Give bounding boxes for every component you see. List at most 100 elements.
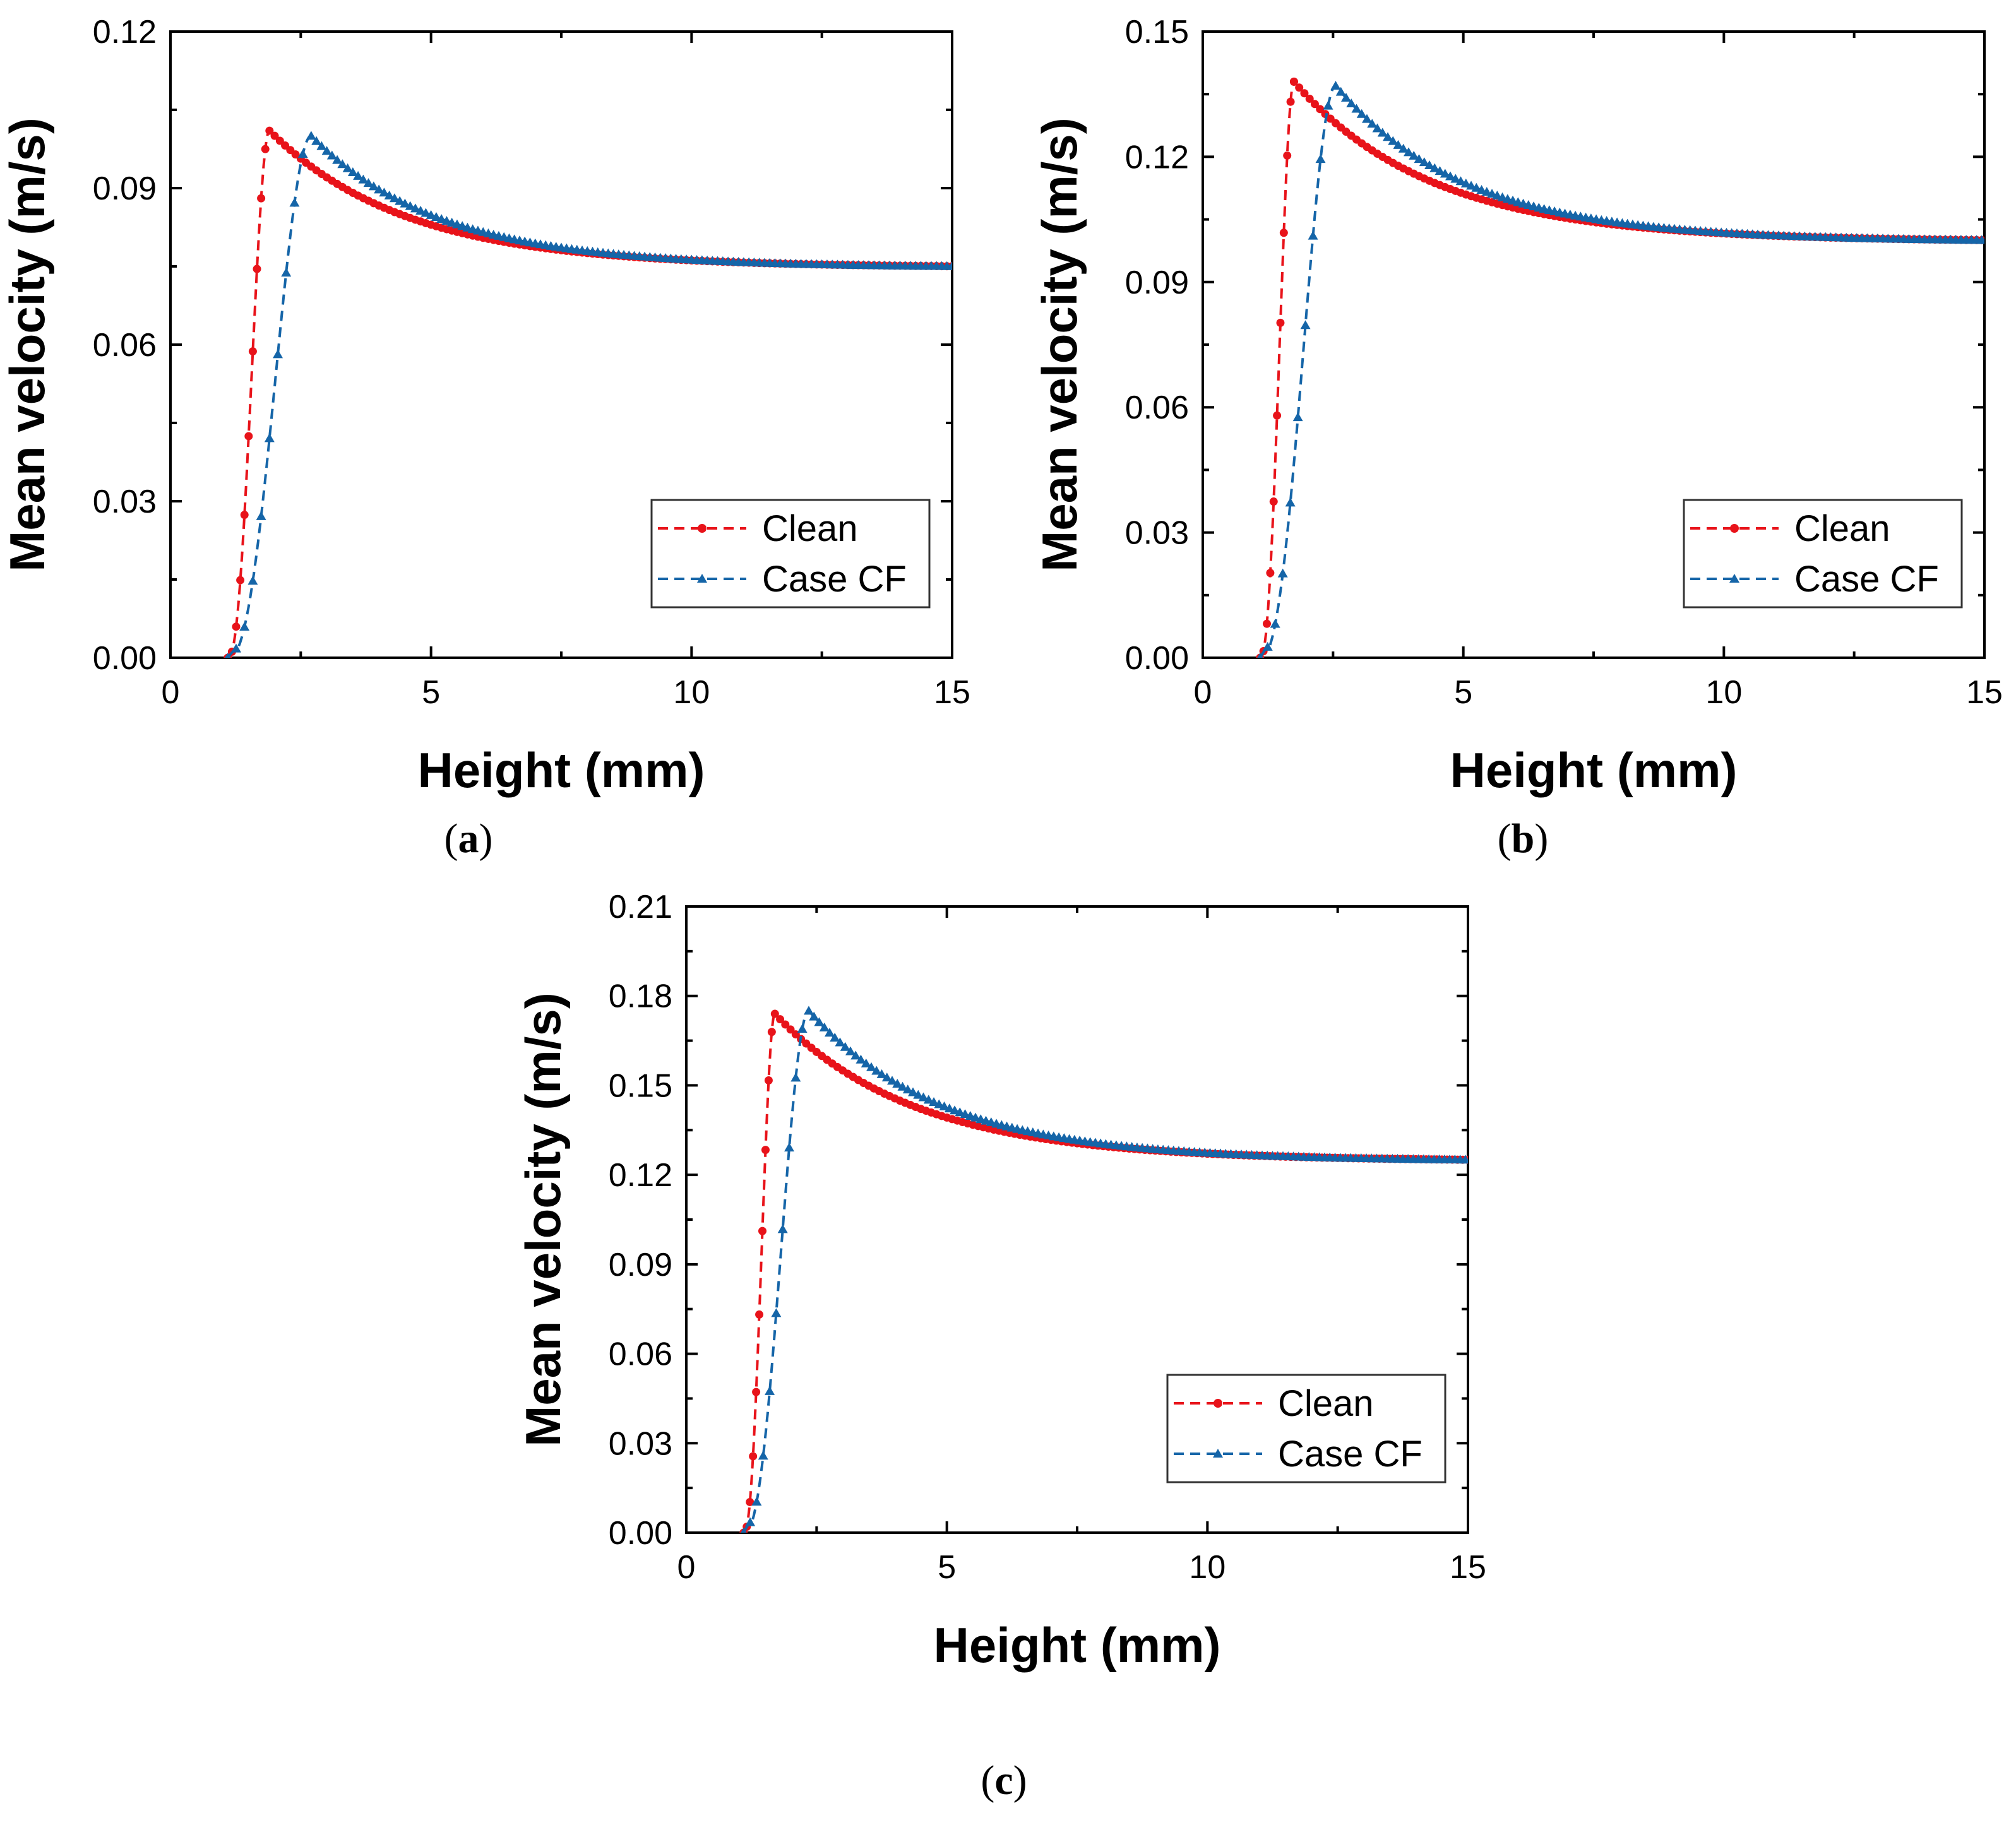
data-point-case-cf xyxy=(1372,123,1383,133)
data-point-clean xyxy=(261,145,270,153)
legend-marker-circle xyxy=(1214,1399,1222,1408)
data-point-clean xyxy=(761,1146,770,1155)
data-point-case-cf xyxy=(790,1072,801,1082)
x-tick-label: 10 xyxy=(673,674,710,711)
data-point-case-cf xyxy=(934,1099,945,1108)
data-point-case-cf xyxy=(1270,619,1280,628)
data-point-case-cf xyxy=(929,1097,939,1107)
data-point-case-cf xyxy=(1476,185,1487,194)
data-point-case-cf xyxy=(1340,93,1351,102)
data-point-clean xyxy=(1283,151,1292,160)
data-point-case-cf xyxy=(374,184,385,194)
data-point-case-cf xyxy=(363,178,374,187)
y-tick-label: 0.18 xyxy=(609,978,672,1015)
x-axis-title: Height (mm) xyxy=(1450,742,1738,798)
legend: Clean Case CF xyxy=(650,499,931,609)
plot-area xyxy=(1256,77,1984,658)
data-point-case-cf xyxy=(835,1037,845,1047)
chart-panel-c: 0 5 10 15 0.00 0.03 0.06 0.09 0.12 0.15 0.18 0.21 He… xyxy=(515,889,1486,1803)
data-point-case-cf xyxy=(908,1087,919,1096)
data-point-case-cf xyxy=(264,433,275,443)
data-point-case-cf xyxy=(850,1050,861,1060)
y-tick-label: 0.12 xyxy=(609,1157,672,1194)
y-tick-label: 0.15 xyxy=(609,1067,672,1104)
data-point-case-cf xyxy=(819,1022,830,1031)
x-tick-label: 5 xyxy=(422,674,440,711)
data-point-clean xyxy=(1289,77,1298,86)
legend-marker-triangle xyxy=(1213,1449,1223,1458)
data-point-clean xyxy=(1276,318,1285,327)
data-point-case-cf xyxy=(230,643,241,653)
data-point-clean xyxy=(752,1387,761,1396)
data-point-clean xyxy=(746,1497,755,1506)
data-point-clean xyxy=(1286,97,1295,106)
data-point-case-cf xyxy=(741,1528,747,1533)
data-point-case-cf xyxy=(856,1054,866,1064)
data-point-case-cf xyxy=(347,167,358,176)
data-point-case-cf xyxy=(1460,1155,1468,1164)
data-point-case-cf xyxy=(771,1308,782,1317)
y-tick-label: 0.00 xyxy=(1125,640,1189,677)
data-point-case-cf xyxy=(1356,109,1367,118)
legend-marker-circle xyxy=(698,524,707,533)
data-point-case-cf xyxy=(1471,182,1482,192)
data-point-case-cf xyxy=(431,212,441,222)
data-point-case-cf xyxy=(289,198,300,207)
data-point-case-cf xyxy=(426,210,436,219)
data-point-case-cf xyxy=(1257,653,1263,658)
data-point-case-cf xyxy=(1455,176,1466,186)
data-point-clean xyxy=(1279,229,1288,237)
data-point-clean xyxy=(770,1009,779,1018)
data-point-case-cf xyxy=(923,1095,934,1104)
data-point-case-cf xyxy=(765,1386,775,1395)
data-point-case-cf xyxy=(248,576,258,585)
legend-label: Clean xyxy=(1794,508,1890,549)
data-point-case-cf xyxy=(840,1042,850,1051)
data-point-case-cf xyxy=(902,1084,913,1094)
data-point-clean xyxy=(764,1076,773,1084)
data-point-case-cf xyxy=(871,1066,882,1075)
data-point-clean xyxy=(244,432,253,441)
data-point-case-cf xyxy=(239,622,250,631)
y-tick-label: 0.15 xyxy=(1125,14,1189,51)
data-point-case-cf xyxy=(256,511,266,520)
data-point-case-cf xyxy=(1361,114,1372,123)
data-point-case-cf xyxy=(1466,181,1477,190)
data-point-clean xyxy=(236,576,245,585)
data-point-case-cf xyxy=(777,1224,788,1233)
data-point-case-cf xyxy=(368,181,379,191)
data-point-case-cf xyxy=(1409,150,1419,160)
data-point-case-cf xyxy=(1398,143,1409,153)
legend-label: Case CF xyxy=(1794,559,1939,600)
data-point-clean xyxy=(749,1452,758,1461)
data-point-case-cf xyxy=(939,1101,950,1110)
data-point-clean xyxy=(767,1028,776,1037)
data-point-case-cf xyxy=(1388,136,1399,145)
x-tick-label: 10 xyxy=(1189,1549,1226,1586)
data-point-case-cf xyxy=(1404,147,1414,157)
data-point-case-cf xyxy=(281,268,292,277)
data-point-case-cf xyxy=(1346,98,1357,107)
data-point-case-cf xyxy=(316,141,327,150)
y-tick-label: 0.09 xyxy=(1125,264,1189,301)
data-point-case-cf xyxy=(830,1032,840,1042)
data-point-case-cf xyxy=(321,146,332,155)
data-point-clean xyxy=(1316,105,1325,114)
data-point-case-cf xyxy=(1440,169,1450,178)
panel-label: (a) xyxy=(444,816,493,862)
x-tick-label: 5 xyxy=(938,1549,956,1586)
data-point-case-cf xyxy=(1976,235,1984,244)
data-point-clean xyxy=(1273,411,1282,420)
x-tick-label: 0 xyxy=(162,674,180,711)
data-point-case-cf xyxy=(1393,140,1404,149)
data-point-case-cf xyxy=(332,155,343,164)
data-point-clean xyxy=(1310,100,1319,109)
data-point-case-cf xyxy=(861,1058,871,1067)
y-tick-label: 0.03 xyxy=(1125,515,1189,552)
y-tick-label: 0.06 xyxy=(93,327,157,364)
data-point-case-cf xyxy=(395,196,405,205)
data-point-case-cf xyxy=(389,193,400,203)
data-point-case-cf xyxy=(751,1497,762,1506)
data-point-case-cf xyxy=(405,201,415,210)
